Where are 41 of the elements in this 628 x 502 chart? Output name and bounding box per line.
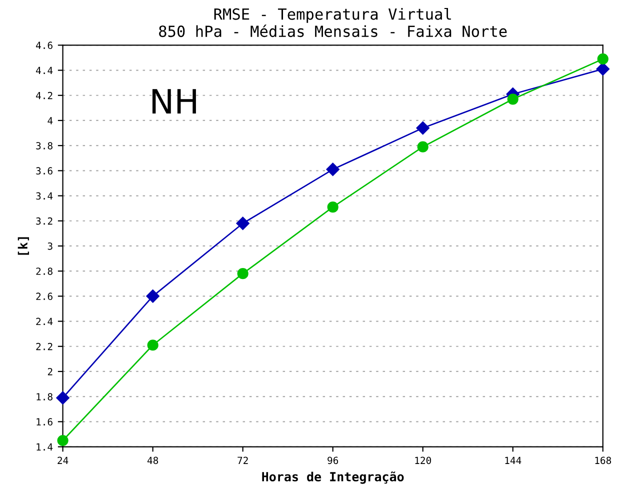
x-tick-label: 72 (238, 456, 248, 464)
y-tick-label: 3 (48, 242, 52, 250)
point (146, 290, 160, 303)
y-tick-label: 2.4 (36, 318, 53, 325)
point (327, 202, 338, 213)
annotation: NH (152, 89, 196, 114)
point (597, 53, 608, 65)
point (56, 391, 70, 404)
x-tick-label: 96 (328, 456, 338, 464)
y-tick-label: 2.6 (36, 292, 52, 300)
y-tick-label: 4.2 (36, 92, 52, 100)
point (596, 62, 610, 76)
x-tick-label: 168 (595, 456, 612, 464)
point (507, 94, 518, 105)
x-tick-label: 24 (58, 456, 68, 464)
y-tick-label: 1.4 (36, 443, 53, 450)
y-tick-label: 1.8 (36, 393, 52, 400)
y-tick-label: 2.2 (36, 342, 52, 350)
y-tick-label: 3.4 (36, 192, 53, 200)
y-tick-label: 3.6 (36, 167, 52, 175)
y-tick-label: 3.2 (36, 217, 52, 225)
y-tick-label: 1.6 (36, 418, 52, 426)
point (236, 216, 250, 230)
point (417, 141, 428, 152)
x-tick-label: 48 (147, 456, 158, 464)
y-tick-label: 2 (48, 368, 52, 376)
point (57, 434, 68, 446)
y-tick-label: 4.4 (36, 66, 53, 74)
y-tick-label: 2.8 (36, 268, 52, 275)
x-tick-label: 120 (415, 456, 432, 464)
y-tick-label: 4.6 (36, 42, 52, 50)
x-tick-label: 144 (505, 456, 522, 464)
point (326, 162, 340, 176)
y-tick-label: 3.8 (36, 142, 52, 150)
y-tick-label: 4 (48, 117, 53, 124)
point (147, 340, 158, 351)
x-axis-title: Horas de Integração (262, 472, 404, 484)
point (416, 121, 430, 135)
point (237, 268, 248, 280)
chart-title: RMSE - Temperatura Virtual 850 hPa - Médias Mensais - Faixa Norte (159, 8, 507, 38)
y-axis-title: [k] (18, 237, 30, 255)
